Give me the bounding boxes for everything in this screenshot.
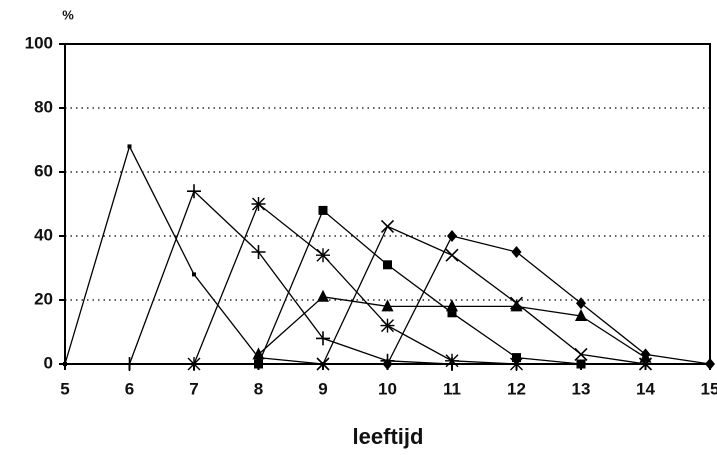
y-tick-label: 0 bbox=[44, 353, 53, 372]
point-marker bbox=[192, 272, 196, 277]
x-tick-label: 13 bbox=[572, 379, 591, 398]
point-marker bbox=[447, 230, 457, 242]
x-tick-label: 6 bbox=[125, 379, 134, 398]
point-marker bbox=[380, 219, 395, 233]
plot-frame bbox=[64, 43, 711, 365]
point-marker bbox=[383, 260, 392, 270]
point-marker bbox=[318, 205, 328, 215]
point-marker bbox=[512, 353, 521, 363]
y-tick-label: 80 bbox=[34, 97, 53, 116]
point-marker bbox=[317, 289, 329, 302]
y-tick-label: 60 bbox=[34, 161, 53, 180]
y-tick-label: 20 bbox=[34, 289, 53, 308]
x-tick-label: 15 bbox=[701, 379, 717, 398]
point-marker bbox=[127, 144, 132, 149]
point-marker bbox=[187, 357, 201, 371]
series-line bbox=[128, 190, 453, 365]
point-marker bbox=[122, 357, 137, 371]
x-tick-label: 5 bbox=[60, 379, 69, 398]
x-tick-label: 11 bbox=[443, 379, 461, 398]
point-marker bbox=[576, 297, 586, 310]
point-marker bbox=[511, 246, 522, 258]
x-axis-label: leeftijd bbox=[353, 424, 424, 449]
point-marker bbox=[445, 248, 459, 262]
x-tick-label: 12 bbox=[507, 379, 526, 398]
point-marker bbox=[638, 357, 653, 371]
point-marker bbox=[316, 357, 330, 371]
point-marker bbox=[382, 358, 393, 370]
point-marker bbox=[254, 359, 263, 369]
point-marker bbox=[446, 299, 458, 312]
x-tick-label: 10 bbox=[378, 379, 397, 398]
y-tick-label: 100 bbox=[25, 33, 53, 52]
point-marker bbox=[251, 197, 266, 211]
point-marker bbox=[252, 347, 265, 360]
point-marker bbox=[63, 362, 67, 366]
series-line bbox=[322, 225, 646, 365]
y-tick-label: 40 bbox=[34, 225, 53, 244]
point-marker bbox=[705, 358, 715, 370]
point-marker bbox=[381, 299, 394, 312]
series-line bbox=[386, 235, 711, 365]
point-marker bbox=[574, 347, 588, 361]
point-marker bbox=[251, 245, 266, 259]
point-marker bbox=[447, 308, 457, 318]
point-marker bbox=[509, 296, 524, 310]
series-line bbox=[193, 202, 517, 365]
point-marker bbox=[187, 184, 201, 199]
point-marker bbox=[575, 309, 587, 321]
series-line bbox=[257, 209, 582, 365]
point-marker bbox=[510, 299, 523, 312]
y-unit: % bbox=[62, 7, 74, 22]
x-tick-label: 8 bbox=[254, 379, 263, 398]
point-marker bbox=[576, 359, 586, 369]
x-tick-label: 7 bbox=[189, 379, 198, 398]
point-marker bbox=[640, 348, 651, 361]
point-marker bbox=[316, 331, 330, 346]
point-marker bbox=[380, 318, 395, 333]
x-tick-label: 9 bbox=[318, 379, 327, 398]
point-marker bbox=[509, 357, 524, 371]
x-tick-label: 14 bbox=[636, 379, 655, 398]
point-marker bbox=[445, 353, 459, 368]
point-marker bbox=[316, 248, 330, 263]
